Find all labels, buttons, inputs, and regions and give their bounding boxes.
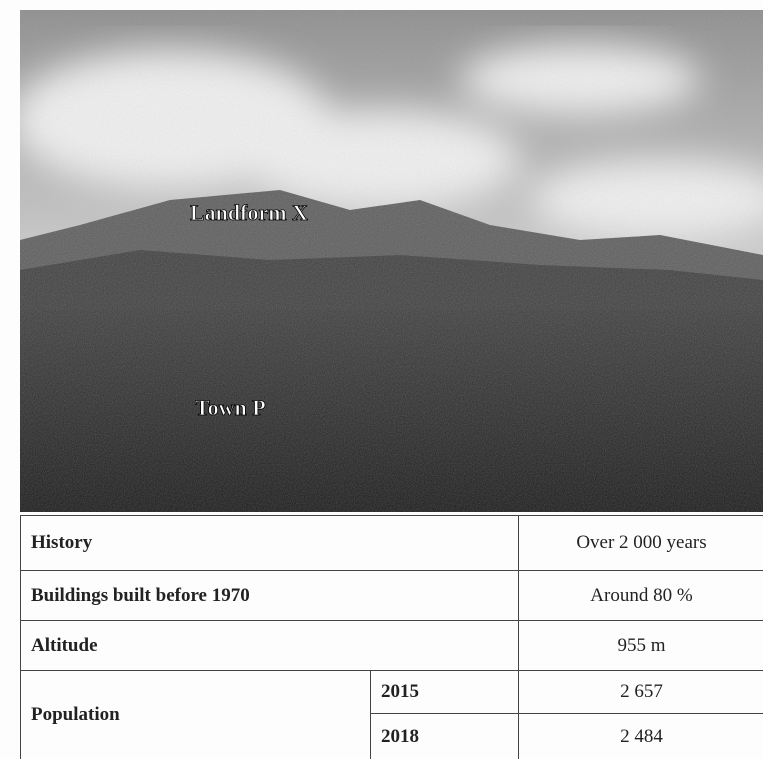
year: 2015 — [371, 671, 519, 714]
page: Landform X Town P HistoryOver 2 000 year… — [0, 0, 763, 759]
photo-label: Town P — [195, 395, 266, 420]
row-label: History — [21, 516, 519, 571]
row-value: Over 2 000 years — [519, 516, 763, 571]
row-label: Buildings built before 1970 — [21, 571, 519, 621]
row-value: 2 484 — [519, 714, 763, 759]
row-value: 955 m — [519, 621, 763, 671]
year: 2018 — [371, 714, 519, 759]
row-value: Around 80 % — [519, 571, 763, 621]
photo-label: Landform X — [190, 200, 308, 225]
landscape-photo: Landform X Town P — [20, 10, 763, 512]
row-label: Population — [21, 671, 371, 759]
row-value: 2 657 — [519, 671, 763, 714]
row-label: Altitude — [21, 621, 519, 671]
